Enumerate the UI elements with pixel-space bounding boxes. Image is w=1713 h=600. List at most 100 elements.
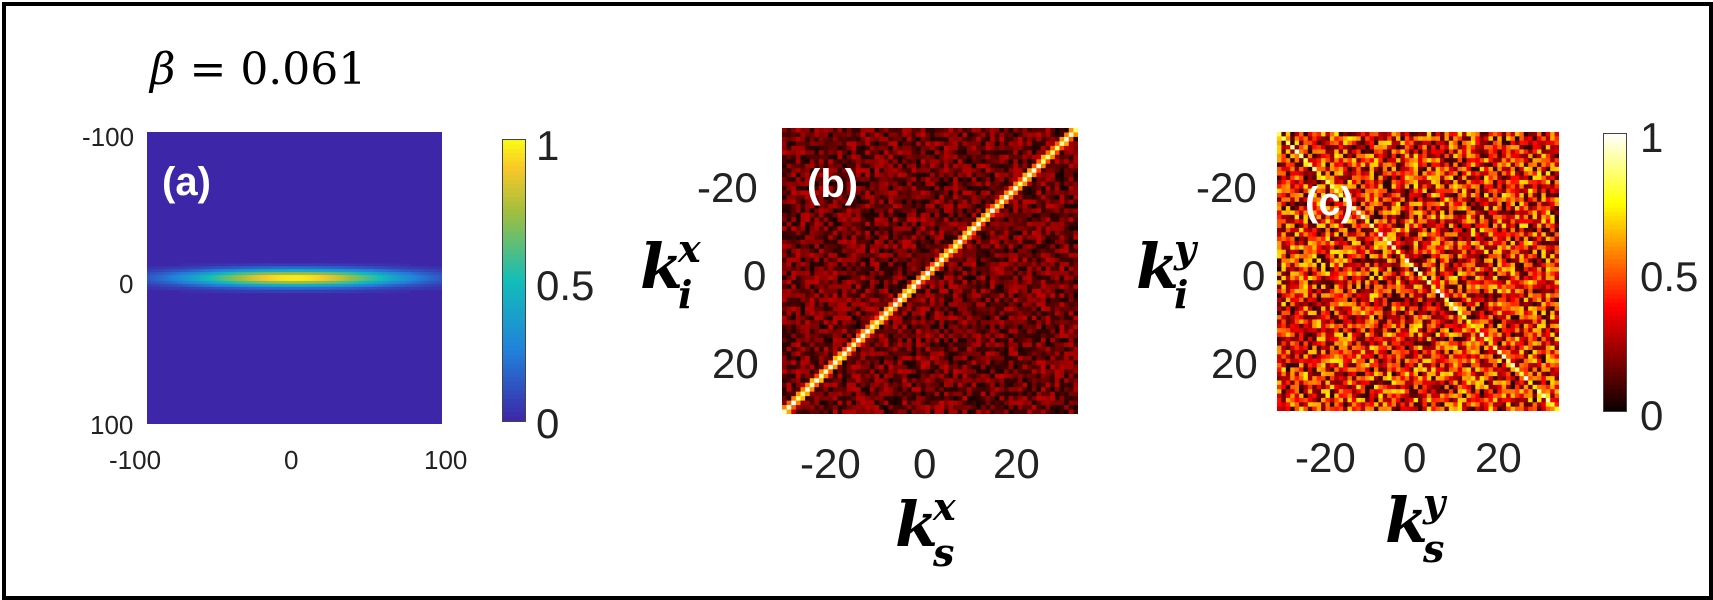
- panel-b-cell: [823, 239, 829, 245]
- panel-b-cell: [902, 333, 908, 339]
- panel-b-cell: [971, 257, 977, 263]
- panel-b-cell: [902, 391, 908, 397]
- panel-b-cell: [795, 400, 801, 406]
- panel-b-cell: [1008, 306, 1014, 312]
- panel-b-cell: [869, 239, 875, 245]
- panel-b-cell: [800, 128, 806, 133]
- panel-a-cell: [256, 266, 260, 270]
- panel-b-cell: [823, 279, 829, 285]
- panel-b-cell: [879, 177, 885, 183]
- panel-b-cell: [943, 297, 949, 303]
- panel-b-cell: [860, 311, 866, 317]
- panel-b-cell: [999, 311, 1005, 317]
- panel-b-cell: [1004, 396, 1010, 402]
- panel-b-cell: [860, 346, 866, 352]
- panel-b-cell: [985, 235, 991, 241]
- panel-a-cell: [147, 283, 151, 288]
- panel-a-cell: [244, 269, 248, 273]
- panel-a-cell: [185, 263, 189, 267]
- panel-b-cell: [879, 221, 885, 227]
- panel-b-cell: [1050, 382, 1056, 388]
- panel-a-cell: [365, 280, 369, 285]
- panel-b-cell: [879, 338, 885, 343]
- panel-a-cell: [285, 280, 290, 285]
- panel-b-cell: [897, 230, 903, 236]
- panel-b-cell: [874, 382, 880, 388]
- panel-a-cell: [223, 283, 228, 288]
- panel-b-cell: [999, 217, 1005, 223]
- panel-b-cell: [865, 190, 871, 196]
- panel-a-cell: [359, 263, 363, 267]
- panel-b-cell: [897, 217, 903, 223]
- panel-b-cell: [842, 293, 848, 299]
- panel-a-cell: [206, 283, 210, 288]
- panel-b-cell: [842, 266, 848, 272]
- panel-b-cell: [957, 168, 963, 174]
- panel-b-cell: [957, 373, 963, 379]
- panel-a-cell: [229, 263, 234, 267]
- panel-b-cell: [782, 248, 788, 254]
- panel-b-cell: [869, 199, 875, 205]
- panel-b-cell: [805, 199, 811, 205]
- panel-a-colorbar-step: [503, 271, 525, 277]
- panel-b-cell: [906, 271, 912, 276]
- panel-b-cell: [814, 145, 820, 151]
- panel-b-cell: [939, 181, 945, 187]
- panel-a-cell: [391, 263, 396, 267]
- panel-a-cell: [229, 272, 234, 276]
- panel-b-cell: [925, 320, 931, 326]
- panel-a-cell: [362, 275, 366, 279]
- panel-b-cell: [879, 373, 885, 379]
- panel-b-cell: [809, 235, 815, 241]
- panel-b-cell: [906, 266, 912, 272]
- panel-a-cell: [152, 272, 157, 276]
- panel-b-cell: [888, 212, 894, 218]
- panel-a-cell: [341, 269, 346, 273]
- panel-b-cell: [1017, 342, 1023, 348]
- panel-b-cell: [1068, 391, 1074, 397]
- panel-b-cell: [999, 190, 1005, 196]
- panel-b-cell: [1008, 168, 1014, 174]
- panel-a-ytick-1: 0: [119, 269, 134, 299]
- panel-b-cell: [874, 221, 880, 227]
- panel-b-cell: [809, 266, 815, 272]
- panel-b-cell: [874, 306, 880, 312]
- panel-a-cell: [394, 263, 399, 267]
- panel-b-cell: [925, 145, 931, 151]
- panel-b-cell: [791, 190, 797, 196]
- panel-b-cell: [1008, 275, 1014, 281]
- panel-b-cell: [883, 271, 889, 276]
- panel-b-cell: [1017, 315, 1023, 321]
- panel-b-cell: [1008, 320, 1014, 326]
- panel-a-cell: [383, 272, 387, 276]
- panel-b-cell: [980, 195, 986, 200]
- panel-a-cell: [282, 289, 287, 294]
- panel-b-cell: [943, 128, 949, 133]
- panel-b-cell: [883, 190, 889, 196]
- panel-b-cell: [1022, 346, 1028, 352]
- panel-b-cell: [1041, 150, 1047, 156]
- panel-b-cell: [786, 324, 792, 330]
- panel-b-cell: [1059, 132, 1065, 138]
- panel-a-cell: [409, 283, 414, 288]
- panel-b-cell: [1008, 244, 1014, 250]
- panel-b-cell: [967, 360, 973, 366]
- panel-b-cell: [1008, 253, 1014, 259]
- panel-b-cell: [888, 373, 894, 379]
- panel-b-cell: [883, 208, 889, 214]
- panel-b-cell: [814, 338, 820, 343]
- panel-b-cell: [1068, 320, 1074, 326]
- panel-b-cell: [925, 235, 931, 241]
- panel-a-cell: [424, 283, 428, 288]
- panel-a-cell: [397, 272, 402, 276]
- panel-b-cell: [994, 333, 1000, 339]
- panel-a-cell: [211, 286, 216, 291]
- panel-b-cell: [953, 128, 959, 133]
- panel-b-cell: [985, 293, 991, 299]
- panel-a-cell: [188, 269, 192, 273]
- panel-b-cell: [916, 181, 922, 187]
- panel-b-cell: [1064, 279, 1070, 285]
- panel-b-cell: [1008, 221, 1014, 227]
- panel-b-cell: [980, 203, 986, 209]
- panel-b-cell: [948, 195, 954, 200]
